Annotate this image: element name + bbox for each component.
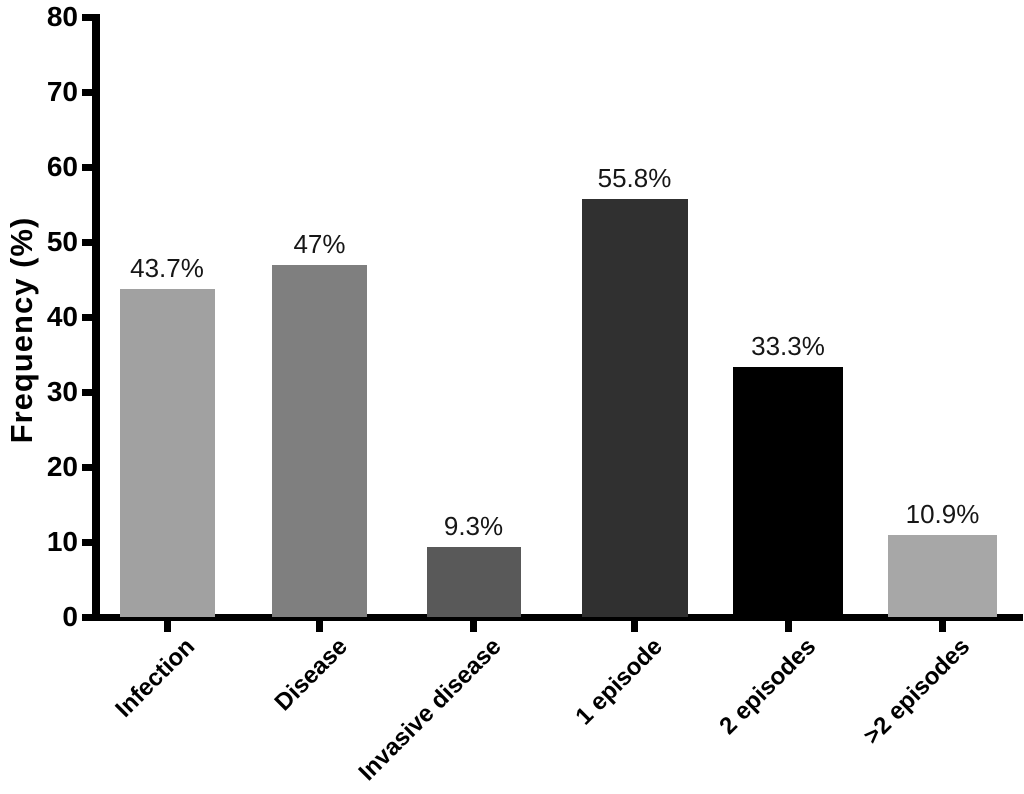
x-tick-mark xyxy=(316,621,323,632)
bar-value-label: 10.9% xyxy=(905,499,980,530)
x-category-label: Invasive disease xyxy=(353,633,507,787)
x-category-label: 2 episodes xyxy=(714,633,822,740)
x-category-label: Infection xyxy=(110,633,201,723)
x-tick-mark xyxy=(784,621,792,632)
bar-1-episode xyxy=(581,198,688,617)
bar-value-label: 33.3% xyxy=(751,331,825,362)
bar-gt-2-episodes xyxy=(888,535,997,617)
x-category-label: Disease xyxy=(269,633,353,717)
y-tick-mark xyxy=(82,163,93,171)
bar-2-episodes xyxy=(733,367,843,617)
x-category-label: 1 episode xyxy=(570,633,668,731)
y-tick-mark xyxy=(82,313,93,321)
bar-value-label: 43.7% xyxy=(130,253,204,284)
y-tick-mark xyxy=(82,88,93,96)
x-tick-mark xyxy=(470,621,477,632)
y-tick-label: 20 xyxy=(46,451,78,482)
y-tick-label: 70 xyxy=(46,76,78,107)
x-tick-mark xyxy=(939,621,946,632)
x-axis-line xyxy=(92,614,1023,621)
y-tick-mark xyxy=(82,463,93,471)
y-tick-label: 80 xyxy=(46,1,78,32)
y-tick-label: 10 xyxy=(46,526,78,557)
bar-disease xyxy=(272,264,367,617)
bar-value-label: 55.8% xyxy=(597,162,672,193)
x-tick-mark xyxy=(163,621,171,632)
bar-infection xyxy=(119,289,215,617)
y-tick-label: 0 xyxy=(62,601,78,632)
y-tick-label: 30 xyxy=(46,376,78,407)
x-tick-mark xyxy=(631,621,638,632)
y-tick-mark xyxy=(82,238,93,246)
y-tick-mark xyxy=(82,13,93,21)
y-axis-line xyxy=(92,14,100,621)
y-tick-mark xyxy=(82,538,93,546)
y-tick-label: 40 xyxy=(46,301,78,332)
y-tick-mark xyxy=(82,613,93,621)
y-tick-label: 50 xyxy=(46,226,78,257)
bar-value-label: 47% xyxy=(293,228,346,259)
bar-invasive-disease xyxy=(426,547,521,617)
y-tick-label: 60 xyxy=(46,151,78,182)
x-category-label: >2 episodes xyxy=(858,633,976,750)
bar-value-label: 9.3% xyxy=(443,511,504,542)
y-tick-mark xyxy=(82,388,93,396)
